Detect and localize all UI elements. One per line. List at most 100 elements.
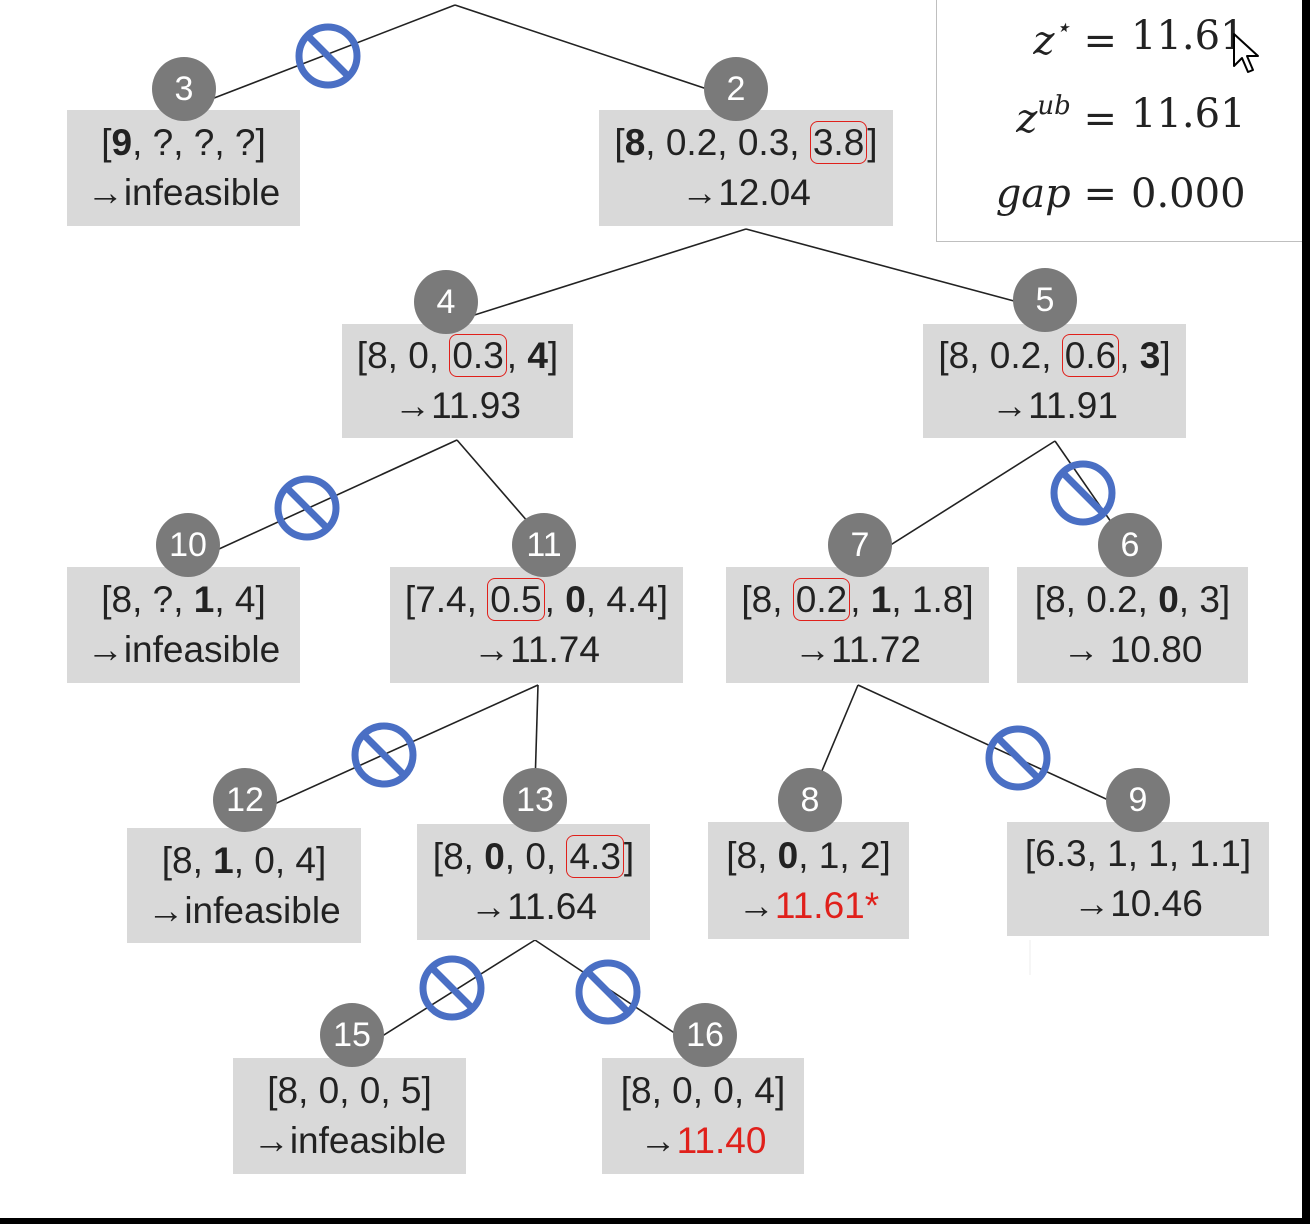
branching-variable-highlight: 3.8 bbox=[809, 121, 868, 164]
node-box-13: [8, 0, 0, 4.3] →11.64 bbox=[417, 824, 650, 940]
node-vector: [8, ?, 1, 4] bbox=[101, 579, 266, 620]
z-ub-value: 11.61 bbox=[1131, 91, 1246, 137]
arrow-icon: → bbox=[1073, 883, 1111, 924]
node-result: →infeasible bbox=[86, 172, 281, 213]
arrow-icon: → bbox=[737, 884, 775, 926]
equals-sign: = bbox=[1083, 96, 1117, 142]
arrow-icon: → bbox=[639, 1120, 677, 1161]
prohibited-icon bbox=[295, 23, 361, 89]
gap-value: 0.000 bbox=[1131, 171, 1246, 217]
arrow-icon: → bbox=[86, 172, 124, 213]
node-vector: [8, 0.2, 0, 3] bbox=[1034, 579, 1231, 620]
node-badge-3: 3 bbox=[152, 57, 216, 121]
node-badge-13: 13 bbox=[503, 768, 567, 832]
z-star-value: 11.61 bbox=[1131, 13, 1246, 59]
incumbent-value: 11.61* bbox=[774, 884, 880, 926]
prohibited-icon bbox=[575, 959, 641, 1025]
node-box-9: [6.3, 1, 1, 1.1] →10.46 bbox=[1007, 822, 1269, 936]
node-result: →10.46 bbox=[1073, 883, 1203, 924]
edge-4-10 bbox=[194, 439, 458, 561]
node-vector: [9, ?, ?, ?] bbox=[101, 122, 266, 163]
node-result: →11.64 bbox=[470, 886, 597, 927]
node-badge-5: 5 bbox=[1013, 268, 1077, 332]
node-vector: [8, 0, 0.3, 4] bbox=[356, 334, 559, 377]
node-badge-8: 8 bbox=[778, 768, 842, 832]
equals-sign: = bbox=[1083, 18, 1117, 64]
node-result: →infeasible bbox=[252, 1120, 447, 1161]
edge-2-4 bbox=[464, 228, 747, 319]
node-result: →11.61* bbox=[738, 881, 879, 931]
arrow-icon: → bbox=[991, 385, 1029, 426]
node-box-6: [8, 0.2, 0, 3] → 10.80 bbox=[1017, 567, 1248, 683]
branching-variable-highlight: 0.3 bbox=[449, 334, 507, 377]
arrow-icon: → bbox=[86, 629, 124, 670]
arrow-icon: → bbox=[473, 629, 511, 670]
edge-7-8 bbox=[815, 684, 859, 786]
edge-4-11 bbox=[456, 439, 536, 531]
node-badge-11: 11 bbox=[512, 513, 576, 577]
arrow-icon: → bbox=[1062, 629, 1100, 670]
node-vector: [8, 0, 0, 5] bbox=[267, 1070, 432, 1111]
node-vector: [8, 0.2, 0.6, 3] bbox=[938, 334, 1171, 377]
edge-11-12 bbox=[249, 684, 539, 816]
branching-variable-highlight: 0.5 bbox=[487, 578, 545, 621]
node-box-3: [9, ?, ?, ?] →infeasible bbox=[67, 110, 300, 226]
prohibited-icon bbox=[274, 475, 340, 541]
node-box-16: [8, 0, 0, 4] →11.40 bbox=[602, 1058, 804, 1174]
node-vector: [8, 0.2, 0.3, 3.8] bbox=[614, 121, 878, 164]
branching-variable-highlight: 4.3 bbox=[566, 835, 624, 878]
node-result: →infeasible bbox=[147, 889, 341, 931]
prohibited-icon bbox=[351, 722, 417, 788]
node-badge-2: 2 bbox=[704, 57, 768, 121]
edge-13-15 bbox=[359, 939, 536, 1051]
node-box-2: [8, 0.2, 0.3, 3.8] →12.04 bbox=[599, 110, 893, 226]
node-result: →12.04 bbox=[681, 172, 811, 213]
node-box-7: [8, 0.2, 1, 1.8] →11.72 bbox=[726, 567, 989, 683]
z-ub-superscript: ub bbox=[1037, 91, 1071, 121]
node-box-4: [8, 0, 0.3, 4] →11.93 bbox=[342, 324, 573, 438]
prohibited-icon bbox=[1050, 460, 1116, 526]
node-vector: [8, 1, 0, 4] bbox=[161, 839, 327, 881]
node-box-5: [8, 0.2, 0.6, 3] →11.91 bbox=[923, 324, 1186, 438]
prohibited-icon bbox=[419, 955, 485, 1021]
node-box-8: [8, 0, 1, 2] →11.61* bbox=[708, 822, 909, 939]
node-vector: [8, 0, 0, 4] bbox=[620, 1070, 786, 1111]
edge-2-5 bbox=[745, 228, 1041, 309]
arrow-icon: → bbox=[394, 385, 432, 426]
edge-root-3 bbox=[182, 4, 456, 111]
node-box-12: [8, 1, 0, 4] →infeasible bbox=[127, 828, 361, 943]
node-vector: [8, 0, 1, 2] bbox=[726, 834, 891, 876]
node-badge-12: 12 bbox=[213, 768, 277, 832]
node-result: →11.93 bbox=[394, 385, 521, 426]
node-badge-6: 6 bbox=[1098, 513, 1162, 577]
branching-variable-highlight: 0.6 bbox=[1061, 334, 1120, 377]
edge-root-2 bbox=[454, 4, 741, 101]
node-box-15: [8, 0, 0, 5] →infeasible bbox=[233, 1058, 466, 1174]
branching-variable-highlight: 0.2 bbox=[792, 578, 851, 621]
edge-13-16 bbox=[534, 939, 701, 1051]
prohibited-icon bbox=[985, 725, 1051, 791]
node-badge-9: 9 bbox=[1106, 768, 1170, 832]
node-result: →11.91 bbox=[991, 385, 1118, 426]
node-vector: [8, 0.2, 1, 1.8] bbox=[741, 578, 974, 621]
node-box-10: [8, ?, 1, 4] →infeasible bbox=[67, 567, 300, 683]
node-result: →11.72 bbox=[794, 629, 921, 670]
summary-panel: z⋆ = 11.61 zub = 11.61 gap = 0.000 bbox=[936, 0, 1302, 242]
node-result: →infeasible bbox=[86, 629, 281, 670]
node-box-11: [7.4, 0.5, 0, 4.4] →11.74 bbox=[390, 567, 683, 683]
arrow-icon: → bbox=[252, 1120, 290, 1161]
edge-5-6 bbox=[1054, 440, 1119, 533]
mouse-cursor-icon bbox=[1233, 33, 1259, 73]
arrow-icon: → bbox=[794, 629, 832, 670]
node-result: →11.74 bbox=[473, 629, 600, 670]
node-result: →11.40 bbox=[639, 1120, 767, 1161]
node-badge-16: 16 bbox=[673, 1003, 737, 1067]
gap-label: gap bbox=[995, 171, 1071, 217]
node-badge-10: 10 bbox=[156, 513, 220, 577]
arrow-icon: → bbox=[147, 889, 185, 931]
node-badge-7: 7 bbox=[828, 513, 892, 577]
z-star-superscript: ⋆ bbox=[1054, 13, 1071, 43]
z-star-label: z bbox=[1033, 18, 1055, 64]
